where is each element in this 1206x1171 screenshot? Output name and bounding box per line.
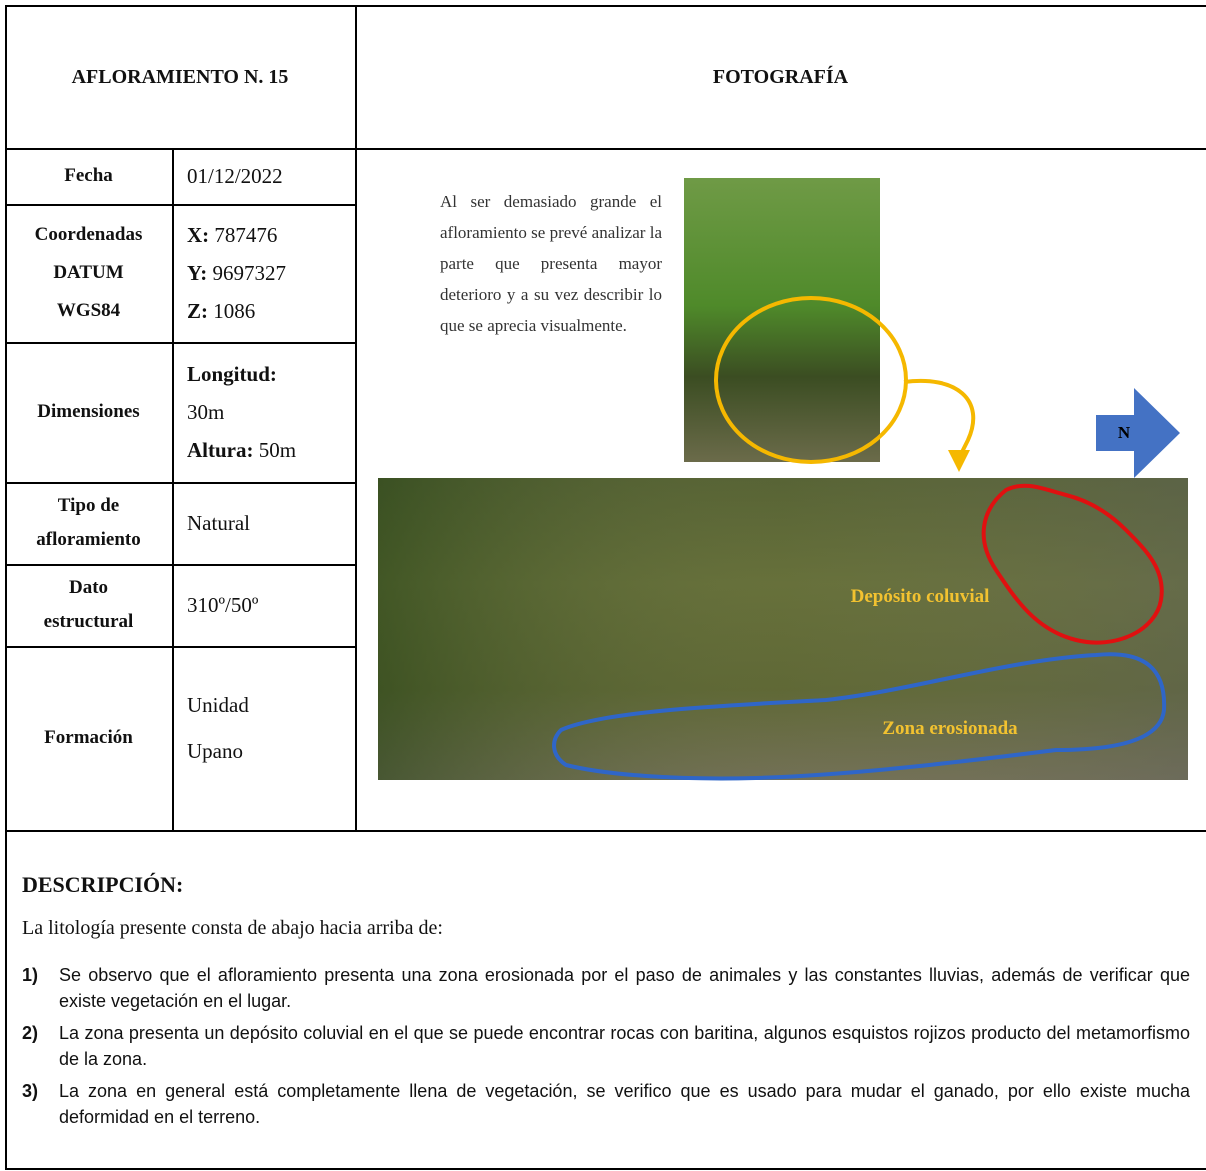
header-title: AFLORAMIENTO N. 15 [5,5,355,148]
border [5,482,355,484]
label: Dimensiones [5,342,172,482]
text: Unidad [187,693,249,717]
item-text: La zona presenta un depósito coluvial en… [59,1023,1190,1069]
label: Tipo de afloramiento [5,482,172,564]
label: Fecha [5,148,172,204]
list-item: 3) La zona en general está completamente … [22,1078,1190,1130]
label: Coordenadas DATUM WGS84 [5,204,172,342]
border [5,148,1206,150]
value: Unidad Upano [172,646,355,830]
text: Fecha [64,165,113,186]
text: Longitud: [187,362,277,386]
border [5,830,1206,832]
text: Dimensiones [37,401,140,422]
text: 787476 [214,223,278,247]
description-title: DESCRIPCIÓN: [22,872,184,897]
text: 310º/50º [187,593,259,617]
line: Y: 9697327 [187,254,286,292]
text: DATUM [53,262,124,283]
value: Natural [172,482,355,564]
line: Z: 1086 [187,292,255,330]
description-list: 1) Se observo que el afloramiento present… [22,962,1190,1136]
photos: N Depósito coluvial Zona erosionada [378,178,1188,781]
text: 01/12/2022 [187,164,283,188]
border [5,5,1206,7]
deposit-label: Depósito coluvial [851,586,990,607]
value: 01/12/2022 [172,148,355,204]
deposit-outline [981,483,1164,645]
text: Formación [44,727,133,748]
text: WGS84 [56,300,121,321]
erosion-outline [552,652,1167,781]
border [5,564,355,566]
text: 9697327 [212,261,286,285]
text: Coordenadas [34,224,143,245]
text: estructural [43,611,134,632]
border [5,1168,1206,1170]
border [5,646,355,648]
header-text: FOTOGRAFÍA [712,65,849,88]
erosion-label: Zona erosionada [882,718,1018,739]
photo-small [684,178,880,462]
border [5,342,355,344]
text: afloramiento [36,529,141,550]
arrowhead [948,450,970,472]
item-number: 3) [22,1081,39,1101]
text: Dato [68,577,109,598]
border [5,204,355,206]
header-photo: FOTOGRAFÍA [355,5,1206,148]
text: Tipo de [57,495,120,516]
item-text: Se observo que el afloramiento presenta … [59,965,1190,1011]
text: Z: [187,299,208,323]
list-item: 1) Se observo que el afloramiento present… [22,962,1190,1014]
text: X: [187,223,210,247]
text: Y: [187,261,208,285]
text: Upano [187,739,243,763]
description-intro: La litología presente consta de abajo ha… [22,917,443,939]
item-number: 2) [22,1023,39,1043]
text: 1086 [213,299,256,323]
north-arrow [1096,388,1180,478]
border [5,5,7,1169]
value: Longitud: 30m Altura: 50m [172,342,355,482]
list-item: 2) La zona presenta un depósito coluvial … [22,1020,1190,1072]
text: 50m [258,438,297,462]
border [355,5,357,830]
line: X: 787476 [187,216,277,254]
text: 30m [187,400,225,424]
callout-arrow [903,378,976,459]
text: Altura: [187,438,254,462]
header-text: AFLORAMIENTO N. 15 [71,65,289,88]
photo-shade [378,478,1188,780]
photo-note: Al ser demasiado grande el afloramiento … [440,192,662,335]
text: Natural [187,511,250,535]
label: Dato estructural [5,564,172,646]
label: Formación [5,646,172,830]
line: Altura: 50m [187,431,296,469]
item-text: La zona en general está completamente ll… [59,1081,1190,1127]
value: X: 787476 Y: 9697327 Z: 1086 [172,204,355,342]
value: 310º/50º [172,564,355,646]
item-number: 1) [22,965,39,985]
border [172,148,174,830]
north-label: N [1118,423,1131,442]
